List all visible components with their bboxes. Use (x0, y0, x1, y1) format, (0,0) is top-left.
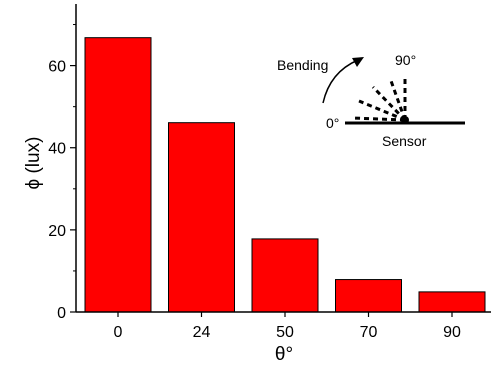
y-axis-label: ϕ (lux) (23, 137, 44, 190)
angle-line-70 (388, 77, 407, 121)
x-tick-label-70: 70 (360, 324, 378, 341)
bar-50 (251, 238, 319, 313)
sensor-label: Sensor (382, 133, 427, 149)
bar-90 (418, 291, 486, 313)
y-tick-label-40: 40 (48, 141, 66, 158)
bar-0 (84, 37, 152, 313)
bending-arrowhead-icon (352, 57, 364, 67)
x-tick-label-24: 24 (193, 324, 211, 341)
bar-24 (168, 122, 235, 313)
bending-arrow (322, 59, 359, 104)
y-ticks-group: 0 20 40 60 (48, 24, 76, 322)
y-tick-label-0: 0 (57, 305, 66, 322)
angle-0-label: 0° (326, 115, 339, 131)
bending-label: Bending (277, 57, 328, 73)
x-ticks-group: 0 24 50 70 90 (114, 312, 461, 341)
x-tick-label-0: 0 (114, 324, 123, 341)
angle-line-50 (371, 85, 407, 122)
angle-line-0 (351, 116, 406, 122)
x-tick-label-90: 90 (443, 324, 461, 341)
bars-group (84, 37, 486, 313)
x-tick-label-50: 50 (276, 324, 294, 341)
angle-90-label: 90° (395, 52, 416, 68)
y-tick-label-60: 60 (48, 59, 66, 76)
bar-70 (335, 279, 402, 313)
x-axis-label: θ° (275, 344, 293, 365)
inset-diagram: Bending 90° 0° Sensor (277, 52, 465, 149)
y-tick-label-20: 20 (48, 223, 66, 240)
